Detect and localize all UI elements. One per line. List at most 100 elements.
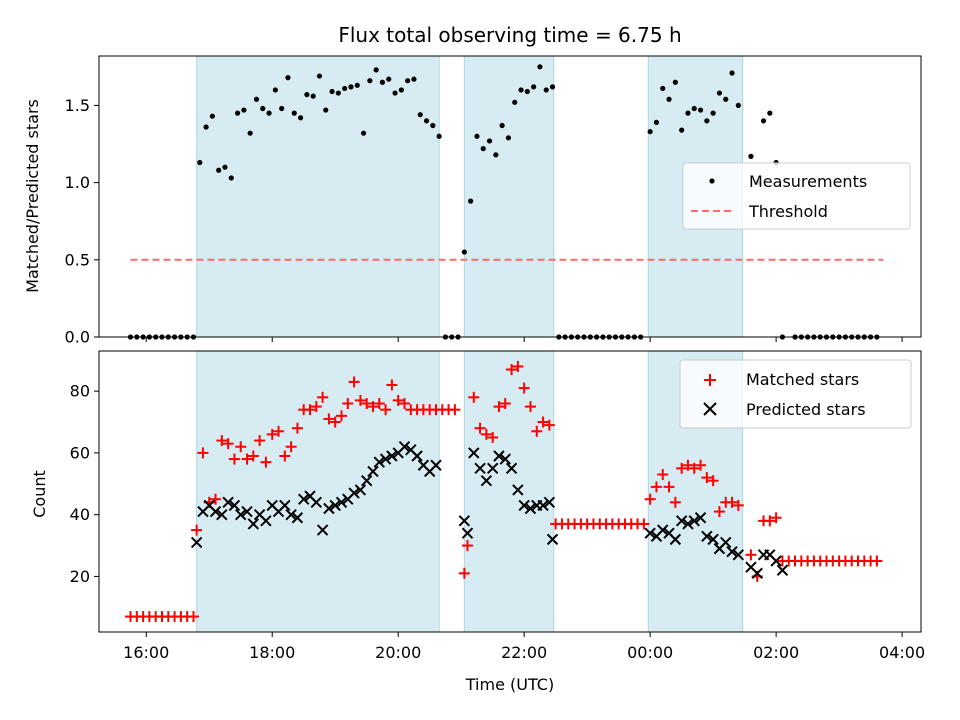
counts-legend-box (679, 359, 912, 429)
measurement-point (266, 110, 272, 116)
measurement-point (735, 102, 741, 109)
measurement-point (691, 105, 697, 112)
measurement-point (537, 64, 543, 70)
matched-star-point (449, 404, 461, 416)
measurement-point (704, 118, 710, 124)
measurement-point (417, 112, 423, 118)
x-tick-label: 00:00 (627, 643, 673, 662)
matched-star-point (461, 540, 473, 552)
y-tick-label: 1.5 (65, 96, 90, 115)
predicted-star-point (222, 496, 234, 509)
predicted-star-point (298, 493, 310, 505)
matched-star-point (354, 394, 366, 406)
x-axis-label: Time (UTC) (465, 675, 554, 694)
ratio-y-ticks: 0.0 0.5 1.0 1.5 (65, 96, 99, 347)
predicted-star-point (386, 450, 398, 462)
matched-star-point (745, 549, 757, 561)
predicted-star-point (190, 536, 203, 549)
measurement-point (203, 124, 209, 130)
matched-star-point (373, 397, 385, 409)
predicted-star-point (776, 564, 789, 576)
counts-x-ticks: 16:00 18:00 20:00 22:00 00:00 02:00 04:00 (123, 632, 925, 662)
matched-star-point (695, 459, 707, 471)
measurement-point (398, 87, 404, 93)
matched-star-point (732, 499, 744, 511)
predicted-star-point (360, 474, 373, 487)
matched-star-point (468, 391, 480, 403)
predicted-star-point (430, 459, 442, 471)
predicted-star-point (694, 512, 707, 524)
chart-title: Flux total observing time = 6.75 h (338, 23, 681, 47)
predicted-star-point (644, 527, 656, 539)
measurement-point (209, 113, 215, 119)
measurement-point (647, 129, 653, 135)
matched-legend-marker (704, 374, 716, 386)
matched-star-point (506, 364, 518, 376)
y-tick-label: 0.5 (65, 250, 90, 269)
predicted-star-point (235, 508, 247, 521)
measurement-point (360, 130, 367, 136)
x-tick-label: 04:00 (879, 643, 925, 662)
predicted-star-point (707, 533, 719, 546)
matched-star-point (713, 506, 725, 518)
predicted-star-point (480, 474, 493, 487)
matched-star-point (688, 462, 700, 474)
matched-star-point (543, 419, 555, 431)
measurements-legend-marker (709, 178, 715, 184)
matched-star-point (726, 496, 738, 508)
predicted-star-point (493, 450, 505, 462)
measurement-point (685, 110, 691, 116)
matched-star-point (336, 410, 348, 422)
measurement-point (697, 107, 704, 113)
predicted-star-point (216, 508, 228, 521)
matched-star-point (228, 453, 240, 465)
predicted-star-point (770, 555, 782, 567)
matched-star-point (487, 431, 499, 443)
measurement-point (216, 167, 222, 173)
measurement-point (679, 127, 685, 133)
predicted-star-point (726, 546, 738, 558)
matched-star-point (279, 450, 291, 462)
predicted-star-point (379, 453, 392, 465)
measurement-point (653, 119, 660, 125)
measurement-point (367, 78, 373, 84)
measurement-point (480, 146, 486, 152)
observing-window-band (463, 55, 555, 338)
measurement-point (316, 73, 323, 79)
measurement-point (716, 90, 723, 96)
measurement-point (354, 82, 360, 88)
measurement-point (411, 76, 417, 82)
matched-star-point (386, 379, 398, 391)
ratio-legend-box (682, 162, 911, 230)
observing-windows (196, 55, 744, 338)
measurement-point (767, 110, 773, 116)
matched-star-point (707, 475, 719, 487)
y-tick-label: 20 (70, 567, 90, 586)
measurement-point (723, 96, 729, 102)
matched-star-point (348, 376, 360, 388)
matched-star-point (285, 441, 297, 453)
predicted-star-point (732, 549, 745, 561)
matched-star-point (499, 397, 511, 409)
predicted-star-point (247, 518, 260, 530)
counts-panel: 20 40 60 80 16:00 18:00 20:00 22:00 00:00 02:00 0… (30, 350, 925, 694)
predicted-legend-marker (703, 402, 717, 416)
predicted-star-point (310, 496, 323, 509)
predicted-star-point (348, 487, 360, 499)
x-tick-label: 02:00 (753, 643, 799, 662)
predicted-star-point (260, 515, 272, 527)
predicted-star-point (657, 524, 669, 536)
matched-star-point (254, 435, 266, 447)
matched-star-point (197, 447, 209, 459)
predicted-stars-points (190, 441, 789, 580)
measurement-point (660, 85, 666, 92)
predicted-star-point (468, 447, 480, 459)
observing-window-band (196, 350, 440, 633)
measurement-point (291, 110, 297, 116)
measurement-point (234, 110, 241, 116)
matched-star-point (323, 413, 335, 425)
ratio-panel: 0.0 0.5 1.0 1.5 Matched/Predicted stars Mea… (23, 55, 922, 347)
matched-star-point (291, 422, 303, 434)
matched-star-point (663, 481, 675, 493)
matched-star-point (657, 469, 669, 481)
